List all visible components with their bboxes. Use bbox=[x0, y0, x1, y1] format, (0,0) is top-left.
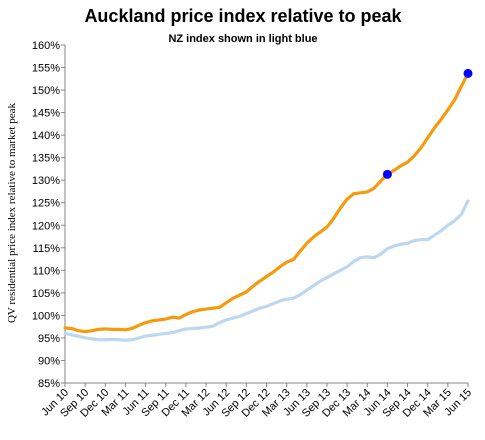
chart-subtitle: NZ index shown in light blue bbox=[168, 33, 317, 45]
y-tick-label: 155% bbox=[32, 63, 60, 75]
y-tick-label: 145% bbox=[32, 108, 60, 120]
y-axis-title: QV residential price index relative to m… bbox=[6, 102, 18, 323]
y-tick-label: 140% bbox=[32, 130, 60, 142]
y-tick-label: 130% bbox=[32, 175, 60, 187]
highlight-point bbox=[463, 68, 473, 78]
highlight-point bbox=[382, 169, 392, 179]
y-tick-label: 90% bbox=[38, 355, 60, 367]
y-tick-label: 105% bbox=[32, 288, 60, 300]
y-tick-label: 115% bbox=[33, 243, 61, 255]
y-tick-label: 135% bbox=[32, 153, 60, 165]
y-tick-label: 110% bbox=[33, 265, 61, 277]
y-tick-label: 100% bbox=[32, 310, 60, 322]
chart-title: Auckland price index relative to peak bbox=[84, 6, 402, 26]
y-tick-label: 125% bbox=[32, 198, 60, 210]
y-tick-label: 160% bbox=[32, 40, 60, 52]
y-tick-label: 95% bbox=[38, 333, 60, 345]
y-tick-label: 120% bbox=[32, 220, 60, 232]
line-series bbox=[63, 71, 470, 334]
y-tick-label: 85% bbox=[38, 378, 60, 390]
line-series bbox=[63, 199, 470, 342]
y-tick-label: 150% bbox=[32, 85, 60, 97]
